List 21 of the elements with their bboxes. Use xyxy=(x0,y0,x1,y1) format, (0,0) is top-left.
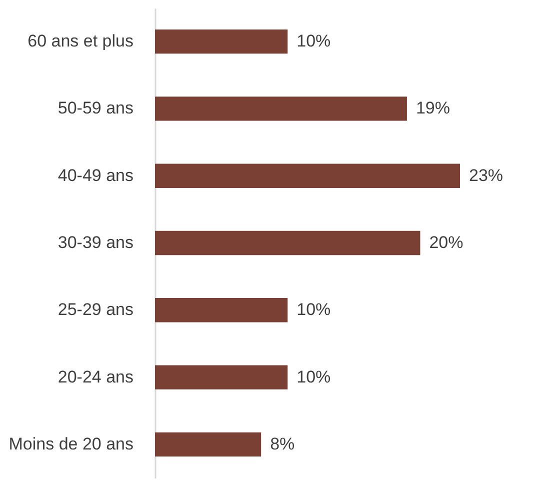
bar xyxy=(155,29,288,54)
bar xyxy=(155,96,407,121)
y-tick-label: 30-39 ans xyxy=(58,233,134,252)
y-tick-label: 25-29 ans xyxy=(58,300,134,320)
y-tick-label: 40-49 ans xyxy=(58,166,134,185)
data-label: 10% xyxy=(296,32,331,51)
bar xyxy=(155,432,262,457)
y-tick-label: 20-24 ans xyxy=(58,367,134,386)
bar xyxy=(155,230,420,256)
y-tick-label: Moins de 20 ans xyxy=(8,434,134,454)
data-label: 23% xyxy=(469,166,504,185)
y-tick-label: 60 ans et plus xyxy=(28,32,134,51)
bar xyxy=(155,298,288,322)
data-label: 10% xyxy=(296,367,331,386)
data-label: 20% xyxy=(429,233,464,252)
bar xyxy=(155,164,460,188)
data-label: 19% xyxy=(416,98,450,118)
y-tick-label: 50-59 ans xyxy=(58,98,134,118)
data-label: 8% xyxy=(270,434,295,454)
data-label: 10% xyxy=(296,300,331,320)
bar xyxy=(155,365,288,390)
